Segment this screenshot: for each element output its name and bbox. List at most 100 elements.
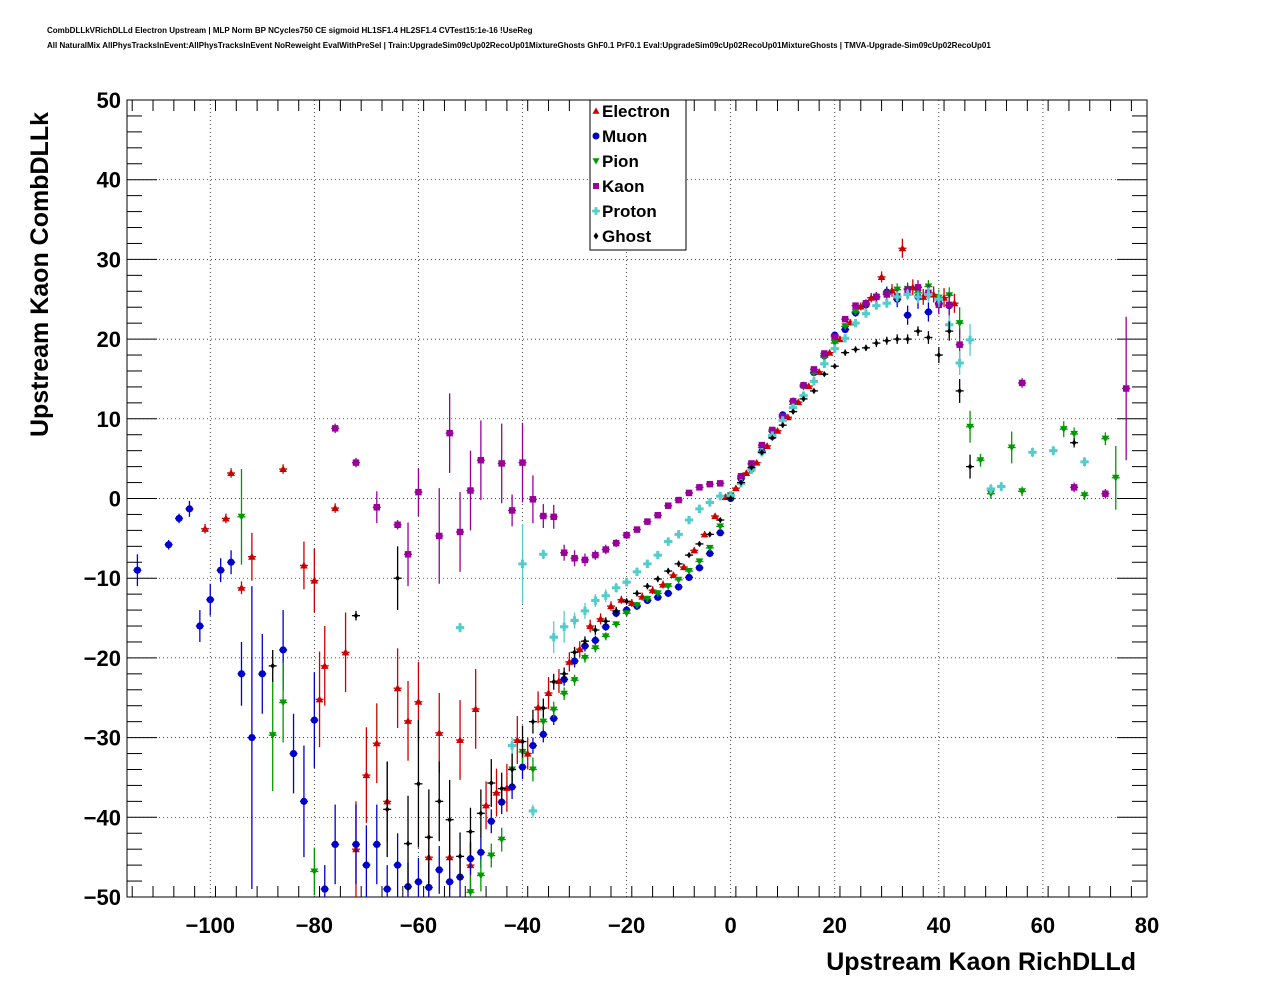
data-point [665,567,671,575]
data-point [877,273,886,280]
legend-entry-muon: Muon [592,127,647,146]
data-point [394,861,402,869]
data-point [966,423,974,431]
data-point [705,498,715,507]
data-point [645,582,650,590]
x-tick-label: −60 [400,913,437,938]
data-point [936,351,942,359]
data-point [654,593,662,601]
data-point [742,469,751,477]
data-point [373,840,381,848]
data-point [559,622,569,631]
data-point [539,550,548,559]
data-point [874,339,879,347]
data-point [601,633,610,641]
data-point [518,763,527,771]
data-point [669,571,678,579]
x-tick-label: 60 [1031,913,1055,938]
data-point [934,295,944,304]
legend-label: Electron [602,102,670,121]
y-tick-label: 20 [97,327,121,352]
data-point [582,637,588,645]
data-point [685,573,693,582]
data-point [654,512,662,519]
data-point [237,583,246,591]
data-point [903,290,912,299]
data-point [749,464,754,471]
data-point [279,646,287,654]
data-point [592,207,600,215]
data-point [809,377,819,386]
data-point [957,387,962,395]
y-axis-tick-labels: −50 −40 −30 −20 −10 0 10 20 30 40 50 [84,88,121,910]
data-point [883,291,891,298]
data-point [201,524,209,532]
data-point [810,366,818,373]
data-point [310,576,319,584]
data-point [581,654,589,662]
data-point [372,739,381,747]
legend-entry-proton: Proton [592,202,657,221]
data-point [300,797,308,805]
data-point [894,335,900,343]
data-point [707,531,713,538]
data-point [632,567,642,577]
data-point [539,718,548,726]
data-point [529,766,537,774]
data-point [477,872,485,880]
data-point [580,606,590,616]
data-point [404,717,412,724]
data-point [237,513,246,521]
data-point [675,496,682,504]
data-point [675,583,683,591]
data-point [700,530,709,538]
data-point [404,551,412,558]
data-point [560,549,568,556]
axis-ticks [127,99,1147,898]
data-point [446,429,453,437]
data-point [643,559,652,569]
data-point [685,567,693,575]
data-point [593,232,599,240]
y-tick-label: 40 [97,168,121,193]
data-point [1080,457,1089,467]
data-point [289,749,298,758]
data-point [674,530,683,539]
data-point [711,512,719,520]
x-tick-label: −20 [608,913,645,938]
data-point [331,840,339,848]
y-tick-label: 30 [97,247,121,272]
data-point [362,861,370,869]
data-point [696,484,703,491]
data-point [794,398,803,406]
data-point [528,806,538,816]
data-point [851,318,860,328]
data-point [706,544,714,552]
data-point [549,706,558,714]
data-point [653,550,662,560]
data-point [863,344,869,352]
data-point [778,416,787,425]
data-point [955,358,964,368]
data-point [133,566,142,574]
data-point [633,526,641,533]
data-point [508,507,516,514]
data-point [1101,435,1110,443]
data-point [706,549,714,558]
data-point [841,315,849,323]
data-point [612,583,621,592]
data-point [487,817,495,825]
data-point [1070,430,1078,438]
data-point [664,537,673,546]
x-tick-label: −100 [185,913,235,938]
data-point [353,612,359,619]
data-point [914,284,922,291]
data-point [175,514,183,523]
data-point [738,479,744,486]
y-tick-label: −10 [84,566,121,591]
data-point [530,718,536,725]
y-tick-label: 10 [97,407,121,432]
data-point [592,158,600,165]
data-point [915,327,921,335]
data-point [676,560,681,568]
